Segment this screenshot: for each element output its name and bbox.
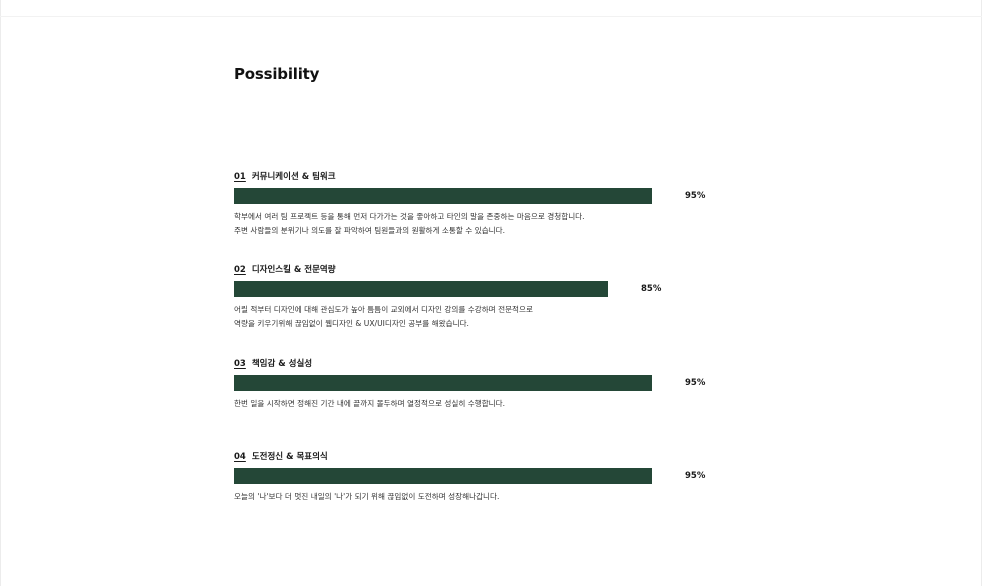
- description-line: 주변 사람들의 분위기나 의도를 잘 파악하여 팀원들과의 원활하게 소통할 수…: [234, 226, 506, 235]
- skill-responsibility: 03 책임감 & 성실성 95% 한번 일을 시작하면 정해진 기간 내에 끝까지…: [234, 358, 734, 411]
- progress-percent: 85%: [641, 284, 662, 294]
- skill-heading: 01 커뮤니케이션 & 팀워크: [234, 171, 734, 183]
- progress-bar: [234, 468, 652, 484]
- frame-border-top: [0, 16, 982, 17]
- description-line: 역량을 키우기위해 끊임없이 웹디자인 & UX/UI디자인 공부를 해왔습니다…: [234, 319, 469, 328]
- skill-name: 책임감 & 성실성: [251, 359, 313, 369]
- skill-description: 한번 일을 시작하면 정해진 기간 내에 끝까지 몰두하며 열정적으로 성실히 …: [234, 397, 734, 411]
- skill-communication: 01 커뮤니케이션 & 팀워크 95% 학부에서 여러 팀 프로젝트 등을 통해 …: [234, 171, 734, 238]
- skill-number: 02: [234, 265, 246, 275]
- progress-percent: 95%: [685, 471, 706, 481]
- description-line: 한번 일을 시작하면 정해진 기간 내에 끝까지 몰두하며 열정적으로 성실히 …: [234, 399, 506, 408]
- skill-heading: 02 디자인스킬 & 전문역량: [234, 264, 734, 276]
- progress-percent: 95%: [685, 378, 706, 388]
- skill-number: 04: [234, 452, 246, 462]
- skill-number: 03: [234, 359, 246, 369]
- description-line: 오늘의 '나'보다 더 멋진 내일의 '나'가 되기 위해 끊임없이 도전하며 …: [234, 492, 500, 501]
- progress-row: 85%: [234, 281, 734, 297]
- skill-heading: 03 책임감 & 성실성: [234, 358, 734, 370]
- skill-name: 도전정신 & 목표의식: [251, 452, 328, 462]
- progress-row: 95%: [234, 188, 734, 204]
- frame-border-left: [0, 0, 1, 586]
- progress-bar: [234, 188, 652, 204]
- progress-bar: [234, 281, 608, 297]
- skill-challenge: 04 도전정신 & 목표의식 95% 오늘의 '나'보다 더 멋진 내일의 '나'…: [234, 451, 734, 504]
- description-line: 학부에서 여러 팀 프로젝트 등을 통해 먼저 다가가는 것을 좋아하고 타인의…: [234, 212, 585, 221]
- skill-description: 어릴 적부터 디자인에 대해 관심도가 높아 틈틈이 교외에서 디자인 강의를 …: [234, 303, 734, 331]
- description-line: 어릴 적부터 디자인에 대해 관심도가 높아 틈틈이 교외에서 디자인 강의를 …: [234, 305, 534, 314]
- page-title: Possibility: [234, 65, 320, 84]
- skill-heading: 04 도전정신 & 목표의식: [234, 451, 734, 463]
- progress-row: 95%: [234, 468, 734, 484]
- progress-percent: 95%: [685, 191, 706, 201]
- skill-name: 커뮤니케이션 & 팀워크: [251, 172, 336, 182]
- skill-name: 디자인스킬 & 전문역량: [251, 265, 336, 275]
- skill-description: 학부에서 여러 팀 프로젝트 등을 통해 먼저 다가가는 것을 좋아하고 타인의…: [234, 210, 734, 238]
- skill-number: 01: [234, 172, 246, 182]
- progress-bar: [234, 375, 652, 391]
- skill-design: 02 디자인스킬 & 전문역량 85% 어릴 적부터 디자인에 대해 관심도가 높…: [234, 264, 734, 331]
- progress-row: 95%: [234, 375, 734, 391]
- skill-description: 오늘의 '나'보다 더 멋진 내일의 '나'가 되기 위해 끊임없이 도전하며 …: [234, 490, 734, 504]
